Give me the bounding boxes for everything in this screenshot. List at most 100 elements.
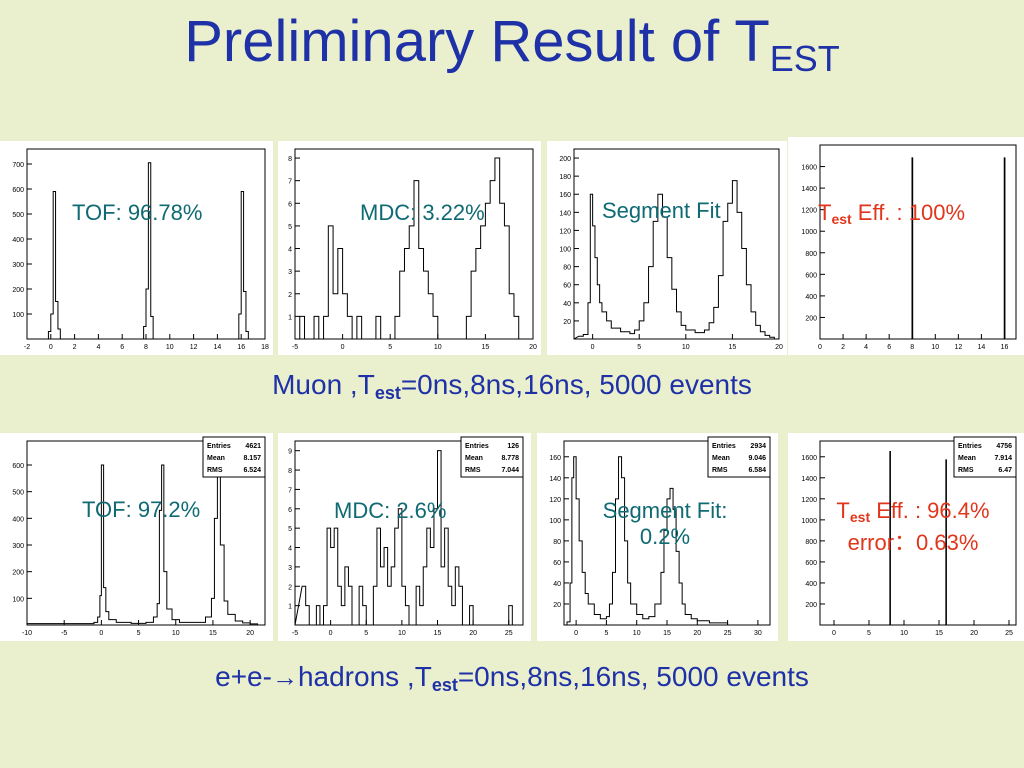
x-tick-label: 15 — [935, 630, 943, 637]
y-tick-label: 800 — [805, 251, 817, 258]
x-tick-label: 5 — [604, 630, 608, 637]
x-tick-label: 5 — [364, 630, 368, 637]
y-tick-label: 300 — [12, 262, 24, 269]
y-tick-label: 1400 — [801, 186, 817, 193]
histogram-line — [295, 157, 533, 340]
y-tick-label: 40 — [553, 581, 561, 588]
x-tick-label: 10 — [633, 630, 641, 637]
test-muon-label: Test Eff. : 100% — [818, 200, 966, 227]
y-tick-label: 120 — [549, 497, 561, 504]
stats-label: RMS — [207, 467, 223, 474]
x-tick-label: 0 — [818, 344, 822, 351]
stats-label: Entries — [958, 443, 982, 450]
y-tick-label: 20 — [553, 602, 561, 609]
histogram-panel-mdc-hadrons: 1 2 3 4 5 6 7 8 9 -5 0 5 10 15 20 25 Entries 126 Mean 8.778… — [278, 433, 531, 641]
y-tick-label: 500 — [12, 490, 24, 497]
y-tick-label: 1000 — [801, 518, 817, 525]
y-tick-label: 1 — [288, 314, 292, 321]
stats-label: RMS — [958, 467, 974, 474]
x-tick-label: 10 — [931, 344, 939, 351]
stats-label: RMS — [712, 467, 728, 474]
histogram-line — [820, 451, 1016, 626]
stats-value: 6.584 — [748, 467, 766, 474]
x-tick-label: 10 — [900, 630, 908, 637]
y-tick-label: 140 — [549, 476, 561, 483]
stats-value: 4621 — [245, 443, 261, 450]
histogram-panel-mdc-muon: 1 2 3 4 5 6 7 8 -5 0 5 10 15 20 — [278, 141, 541, 355]
stats-value: 126 — [507, 443, 519, 450]
histogram-panel-segment-hadrons: 20 40 60 80 100 120 140 160 0 5 10 15 20 25 30 Entries 2… — [537, 433, 778, 641]
segment-hadrons-label: Segment Fit: 0.2% — [602, 498, 728, 549]
y-tick-label: 200 — [559, 156, 571, 163]
stats-label: RMS — [465, 467, 481, 474]
histogram-panel-segment-muon: 20 40 60 80 100 120 140 160 180 200 0 5 10 15 20 — [547, 141, 787, 355]
y-tick-label: 120 — [559, 228, 571, 235]
x-tick-label: -2 — [24, 344, 30, 351]
x-tick-label: 10 — [398, 630, 406, 637]
stats-value: 6.524 — [243, 467, 261, 474]
histogram-mdc-hadrons: 1 2 3 4 5 6 7 8 9 -5 0 5 10 15 20 25 Entries 126 Mean 8.778… — [288, 436, 524, 637]
y-tick-label: 700 — [12, 162, 24, 169]
y-tick-label: 140 — [559, 210, 571, 217]
x-tick-label: 10 — [682, 344, 690, 351]
stats-label: Mean — [465, 455, 483, 462]
x-tick-label: 20 — [775, 344, 783, 351]
x-tick-label: -5 — [292, 630, 298, 637]
x-tick-label: 12 — [190, 344, 198, 351]
x-tick-label: 20 — [469, 630, 477, 637]
histogram-mdc-muon: 1 2 3 4 5 6 7 8 -5 0 5 10 15 20 — [288, 148, 537, 351]
plot-frame — [819, 144, 1017, 340]
y-tick-label: 1 — [288, 604, 292, 611]
x-tick-label: 8 — [910, 344, 914, 351]
stats-box — [202, 436, 266, 478]
x-tick-label: 4 — [864, 344, 868, 351]
x-tick-label: 25 — [1005, 630, 1013, 637]
stats-value: 6.47 — [998, 467, 1012, 474]
y-tick-label: 8 — [288, 468, 292, 475]
histogram-line — [27, 162, 265, 340]
x-tick-label: 0 — [341, 344, 345, 351]
y-tick-label: 400 — [12, 516, 24, 523]
x-tick-label: 2 — [73, 344, 77, 351]
y-tick-label: 2 — [288, 584, 292, 591]
y-tick-label: 600 — [805, 560, 817, 567]
y-tick-label: 4 — [288, 546, 292, 553]
y-tick-label: 200 — [12, 570, 24, 577]
histogram-segment-muon: 20 40 60 80 100 120 140 160 180 200 0 5 10 15 20 — [559, 148, 783, 351]
x-tick-label: 0 — [49, 344, 53, 351]
y-tick-label: 40 — [563, 301, 571, 308]
histogram-line — [294, 450, 523, 626]
x-tick-label: 0 — [832, 630, 836, 637]
stats-box — [953, 436, 1017, 478]
x-tick-label: 20 — [529, 344, 537, 351]
histogram-panel-tof-muon: 100 200 300 400 500 600 700 -2 0 2 4 6 8 10 12 14 16 18 — [0, 141, 273, 355]
histogram-line — [26, 453, 265, 626]
y-tick-label: 9 — [288, 449, 292, 456]
x-tick-label: 5 — [137, 630, 141, 637]
tof-muon-label: TOF: 96.78% — [72, 200, 203, 225]
stats-box — [707, 436, 771, 478]
stats-value: 7.914 — [994, 455, 1012, 462]
x-tick-label: 6 — [120, 344, 124, 351]
y-tick-label: 400 — [805, 294, 817, 301]
x-tick-label: 0 — [591, 344, 595, 351]
y-tick-label: 5 — [288, 526, 292, 533]
x-tick-label: 25 — [724, 630, 732, 637]
y-tick-label: 80 — [563, 265, 571, 272]
y-tick-label: 1200 — [801, 497, 817, 504]
x-tick-label: 5 — [867, 630, 871, 637]
y-tick-label: 100 — [549, 518, 561, 525]
stats-label: Entries — [712, 443, 736, 450]
y-tick-label: 1200 — [801, 208, 817, 215]
stats-label: Mean — [712, 455, 730, 462]
x-tick-label: 14 — [978, 344, 986, 351]
arrow-icon: → — [271, 662, 298, 692]
y-tick-label: 7 — [288, 487, 292, 494]
y-tick-label: 100 — [12, 312, 24, 319]
x-tick-label: 0 — [99, 630, 103, 637]
segment-muon-label: Segment Fit — [602, 198, 721, 223]
test-hadrons-label: Test Eff. : 96.4% error：0.63% — [836, 498, 990, 555]
y-tick-label: 160 — [559, 192, 571, 199]
stats-value: 8.778 — [501, 455, 519, 462]
x-tick-label: 10 — [166, 344, 174, 351]
